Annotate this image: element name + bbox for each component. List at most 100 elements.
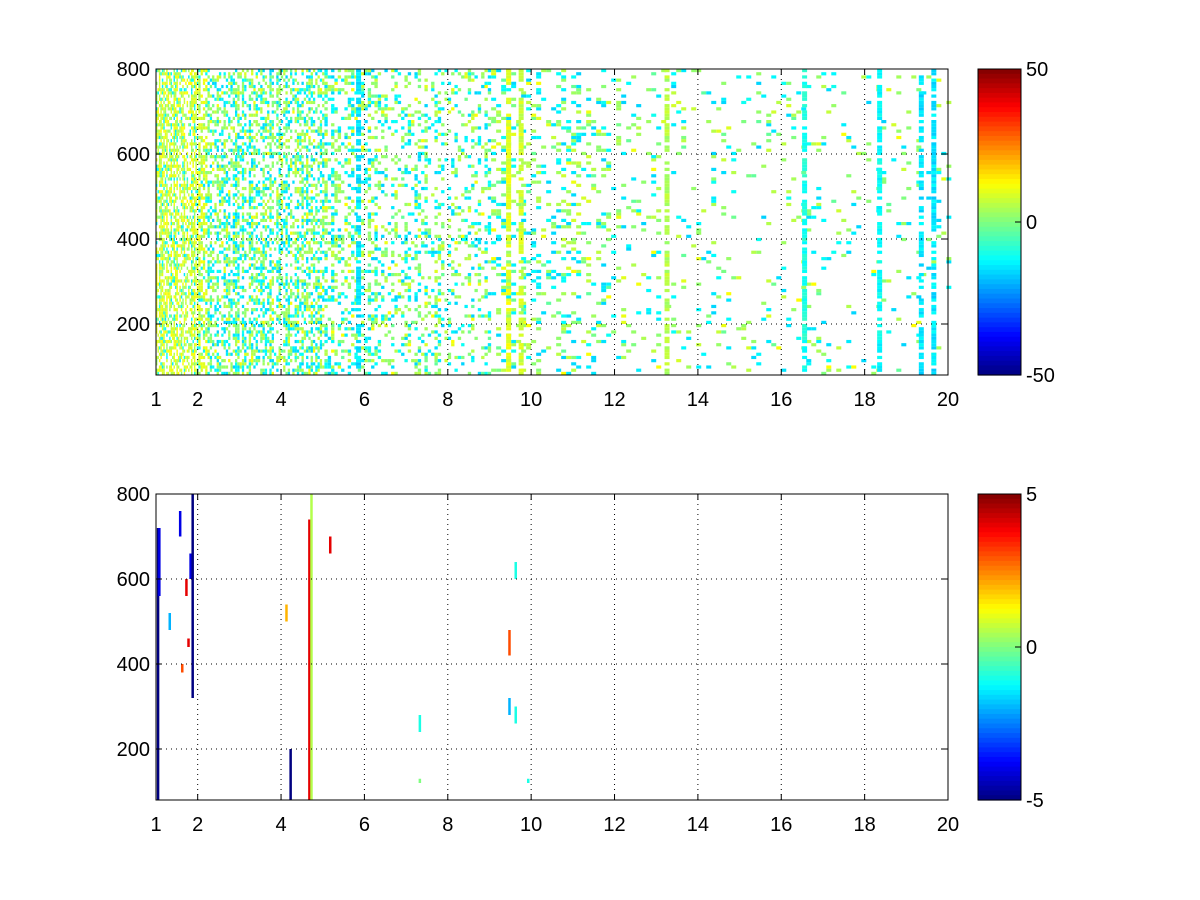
- heatmap-cell: [188, 247, 190, 251]
- heatmap-cell: [214, 174, 217, 178]
- heatmap-cell: [262, 273, 265, 277]
- heatmap-cell: [280, 276, 284, 280]
- heatmap-cell: [296, 186, 300, 191]
- heatmap-cell: [294, 100, 297, 105]
- heatmap-cell: [276, 209, 279, 213]
- heatmap-cell: [182, 167, 184, 171]
- heatmap-cell: [176, 266, 178, 270]
- heatmap-cell: [200, 234, 203, 238]
- heatmap-cell: [170, 266, 173, 270]
- heatmap-cell: [287, 120, 291, 124]
- heatmap-cell: [248, 225, 252, 229]
- heatmap-cell: [169, 330, 171, 334]
- heatmap-cell: [271, 371, 274, 375]
- heatmap-cell: [191, 116, 193, 120]
- heatmap-cell: [253, 276, 256, 280]
- heatmap-cell: [156, 107, 158, 111]
- heatmap-cell: [264, 186, 268, 191]
- heatmap-cell: [367, 129, 372, 133]
- heatmap-cell: [308, 135, 311, 140]
- heatmap-cell: [183, 257, 186, 261]
- heatmap-cell: [374, 81, 378, 85]
- heatmap-cell: [223, 139, 226, 143]
- heatmap-cell: [287, 237, 291, 242]
- heatmap-cell: [180, 288, 183, 293]
- heatmap-cell: [237, 355, 240, 360]
- heatmap-cell: [205, 151, 208, 156]
- heatmap-cell: [319, 145, 323, 149]
- heatmap-cell: [391, 206, 395, 210]
- heatmap-cell: [176, 196, 178, 200]
- heatmap-cell: [262, 260, 265, 264]
- heatmap-cell: [391, 371, 395, 375]
- heatmap-cell: [195, 129, 197, 133]
- heatmap-cell: [301, 171, 304, 175]
- heatmap-cell: [391, 228, 395, 232]
- heatmap-cell: [327, 177, 332, 181]
- heatmap-cell: [306, 362, 309, 366]
- heatmap-cell: [193, 247, 196, 251]
- heatmap-cell: [174, 132, 177, 136]
- heatmap-cell: [198, 225, 201, 229]
- heatmap-cell: [296, 190, 300, 194]
- heatmap-cell: [232, 225, 235, 229]
- heatmap-cell: [179, 151, 181, 156]
- heatmap-cell: [191, 84, 193, 89]
- heatmap-cell: [292, 241, 295, 245]
- heatmap-cell: [176, 333, 178, 337]
- heatmap-cell: [176, 263, 178, 267]
- heatmap-cell: [255, 104, 258, 108]
- heatmap-cell: [294, 218, 297, 222]
- heatmap-cell: [218, 88, 222, 92]
- heatmap-cell: [176, 120, 178, 124]
- heatmap-cell: [200, 225, 203, 229]
- heatmap-cell: [212, 183, 215, 187]
- heatmap-cell: [207, 196, 210, 200]
- heatmap-cell: [167, 282, 170, 286]
- heatmap-cell: [271, 151, 274, 156]
- heatmap-cell: [191, 196, 193, 200]
- heatmap-cell: [163, 174, 165, 178]
- heatmap-cell: [244, 327, 247, 331]
- heatmap-cell: [180, 75, 183, 79]
- heatmap-cell: [292, 110, 295, 114]
- heatmap-cell: [160, 209, 162, 213]
- heatmap-cell: [292, 88, 295, 92]
- heatmap-cell: [158, 237, 161, 242]
- heatmap-cell: [294, 257, 297, 261]
- heatmap-cell: [310, 346, 313, 350]
- heatmap-cell: [232, 234, 235, 238]
- heatmap-cell: [264, 218, 268, 222]
- heatmap-cell: [276, 298, 279, 302]
- heatmap-cell: [296, 142, 300, 146]
- heatmap-cell: [160, 110, 162, 114]
- heatmap-cell: [239, 241, 242, 245]
- heatmap-cell: [384, 107, 388, 111]
- heatmap-cell: [161, 311, 164, 315]
- heatmap-cell: [271, 88, 274, 92]
- heatmap-cell: [193, 158, 196, 162]
- heatmap-cell: [253, 250, 256, 254]
- heatmap-cell: [280, 135, 284, 140]
- heatmap-cell: [310, 330, 313, 334]
- heatmap-cell: [278, 292, 281, 296]
- heatmap-cell: [299, 186, 302, 191]
- heatmap-cell: [237, 113, 240, 117]
- heatmap-cell: [196, 78, 199, 82]
- heatmap-cell: [225, 113, 229, 117]
- heatmap-cell: [351, 148, 355, 152]
- heatmap-cell: [367, 100, 372, 105]
- heatmap-cell: [241, 158, 245, 162]
- heatmap-cell: [248, 368, 252, 372]
- heatmap-cell: [374, 317, 378, 321]
- heatmap-cell: [216, 186, 219, 191]
- heatmap-cell: [166, 359, 168, 363]
- heatmap-cell: [306, 145, 309, 149]
- heatmap-cell: [283, 126, 286, 130]
- heatmap-cell: [195, 317, 197, 321]
- heatmap-cell: [322, 234, 325, 238]
- heatmap-cell: [387, 126, 392, 130]
- heatmap-cell: [248, 327, 252, 331]
- heatmap-cell: [308, 336, 311, 340]
- heatmap-cell: [166, 78, 168, 82]
